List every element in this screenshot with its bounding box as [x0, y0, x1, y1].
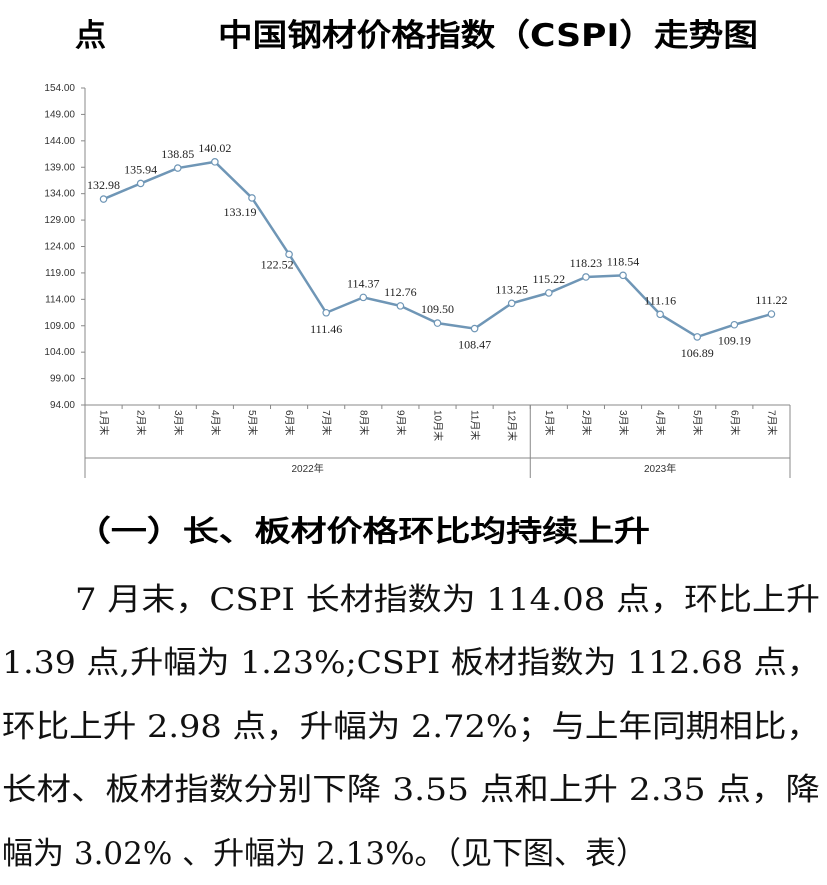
data-point — [396, 302, 405, 310]
data-point — [767, 310, 776, 318]
data-label: 122.52 — [261, 257, 294, 271]
data-label: 111.46 — [310, 322, 342, 336]
data-label: 133.19 — [223, 205, 256, 219]
data-point — [730, 320, 739, 329]
data-point — [619, 271, 627, 280]
y-tick-label: 129.00 — [44, 215, 75, 226]
data-point — [507, 299, 516, 308]
x-tick-label: 5月末 — [246, 410, 259, 436]
paragraph: 7 月末，CSPI 长材指数为 114.08 点，环比上升 1.39 点,升幅为 … — [2, 582, 820, 872]
y-tick-label: 154.00 — [44, 83, 75, 94]
chart-title: 中国钢材价格指数（CSPI）走势图 — [218, 18, 758, 54]
section-heading: （一）长、板材价格环比均持续上升 — [75, 514, 650, 548]
data-point — [693, 333, 702, 341]
x-tick-label: 10月末 — [432, 410, 445, 441]
data-point — [582, 273, 590, 281]
data-label: 108.47 — [458, 338, 491, 352]
paragraph-line: 长材、板材指数分别下降 3.55 点和上升 2.35 点，降 — [2, 772, 820, 808]
x-tick-label: 12月末 — [506, 410, 519, 441]
data-label: 114.37 — [347, 276, 380, 290]
data-label: 109.50 — [421, 302, 454, 316]
data-label: 115.22 — [533, 272, 566, 286]
y-tick-label: 109.00 — [44, 321, 75, 332]
y-tick-label: 149.00 — [44, 109, 75, 120]
data-point — [433, 319, 442, 327]
y-tick-label: 134.00 — [44, 189, 75, 200]
x-tick-label: 4月末 — [654, 410, 667, 436]
y-tick-label: 144.00 — [44, 136, 75, 147]
x-tick-label: 7月末 — [320, 410, 333, 436]
title-prefix: 点 — [75, 18, 106, 54]
y-tick-label: 104.00 — [44, 347, 75, 358]
y-tick-label: 124.00 — [44, 242, 75, 253]
x-tick-label: 6月末 — [283, 410, 296, 436]
data-point — [470, 324, 479, 333]
data-label: 113.25 — [495, 282, 528, 296]
data-point — [285, 250, 293, 259]
data-point — [322, 308, 330, 317]
data-label: 111.16 — [644, 293, 676, 307]
data-point — [136, 179, 145, 188]
group-label: 2023年 — [644, 462, 676, 475]
x-tick-label: 11月末 — [469, 410, 482, 440]
x-tick-label: 9月末 — [394, 410, 407, 436]
x-tick-label: 1月末 — [543, 410, 556, 436]
data-point — [248, 194, 256, 202]
data-label: 109.19 — [718, 334, 751, 348]
x-tick-label: 5月末 — [691, 410, 704, 436]
x-tick-label: 2月末 — [135, 410, 148, 436]
data-label: 140.02 — [198, 141, 231, 155]
paragraph-line: 幅为 3.02% 、升幅为 2.13%。（见下图、表） — [2, 836, 647, 872]
data-point — [359, 293, 368, 302]
data-point — [211, 158, 219, 166]
y-tick-label: 114.00 — [45, 294, 75, 305]
x-tick-label: 3月末 — [617, 410, 630, 436]
y-tick-label: 99.00 — [50, 374, 75, 385]
data-label: 135.94 — [124, 162, 157, 176]
chart: 94.00 99.00 104.00 109.00 114.00 119.00 124.00… — [44, 83, 791, 478]
data-point — [545, 289, 553, 297]
x-tick-label: 7月末 — [765, 410, 778, 436]
data-label: 111.22 — [755, 293, 787, 307]
data-label: 132.98 — [87, 178, 120, 192]
y-tick-label: 119.00 — [45, 268, 75, 279]
y-tick-label: 94.00 — [50, 400, 75, 411]
x-tick-label: 4月末 — [209, 410, 222, 436]
x-tick-label: 1月末 — [98, 410, 111, 436]
x-tick-label: 2月末 — [580, 410, 593, 436]
data-label: 106.89 — [681, 346, 714, 360]
group-label: 2022年 — [292, 462, 324, 475]
paragraph-line: 1.39 点,升幅为 1.23%;CSPI 板材指数为 112.68 点， — [2, 645, 820, 681]
data-label: 138.85 — [161, 147, 194, 161]
paragraph-line: 7 月末，CSPI 长材指数为 114.08 点，环比上升 — [75, 582, 820, 618]
x-tick-label: 3月末 — [172, 410, 185, 436]
data-label: 112.76 — [384, 285, 417, 299]
data-point — [656, 310, 664, 319]
data-point — [173, 164, 182, 172]
x-tick-label: 6月末 — [728, 410, 741, 436]
data-label: 118.54 — [607, 254, 640, 268]
x-tick-label: 8月末 — [357, 410, 370, 436]
data-label: 118.23 — [570, 256, 603, 270]
paragraph-line: 环比上升 2.98 点，升幅为 2.72%；与上年同期相比， — [2, 709, 820, 745]
y-tick-label: 139.00 — [44, 162, 75, 173]
data-point — [99, 195, 108, 203]
